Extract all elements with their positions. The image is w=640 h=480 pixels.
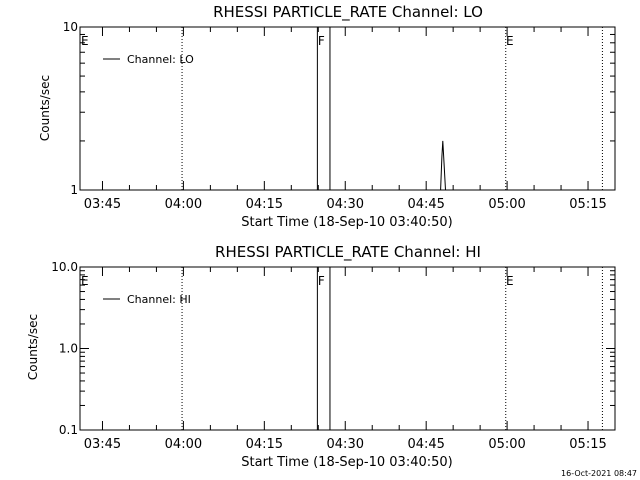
series-line	[440, 140, 446, 191]
x-tick-label: 05:15	[569, 437, 606, 452]
x-tick-label: 04:00	[165, 437, 202, 452]
y-tick-label: 0.1	[59, 423, 78, 437]
y-axis-ticks: 1 10	[63, 20, 615, 197]
y-tick-label: 10	[63, 20, 78, 34]
marker-label: E	[81, 274, 89, 288]
y-axis-label: Counts/sec	[26, 314, 40, 380]
y-tick-label: 1	[70, 183, 78, 197]
legend-entry: Channel: LO	[127, 53, 194, 66]
chart-title: RHESSI PARTICLE_RATE Channel: LO	[213, 3, 483, 22]
chart-title: RHESSI PARTICLE_RATE Channel: HI	[215, 243, 481, 262]
marker-label: E	[506, 34, 514, 48]
x-tick-label: 04:00	[165, 197, 202, 212]
marker-label: E	[506, 274, 514, 288]
x-tick-label: 03:45	[84, 437, 121, 452]
y-tick-label: 1.0	[59, 342, 78, 356]
y-axis-ticks: 0.1 1.0 10.0	[51, 260, 615, 437]
x-axis-label: Start Time (18-Sep-10 03:40:50)	[241, 455, 452, 470]
y-tick-label: 10.0	[51, 260, 78, 274]
marker-label: F	[318, 34, 325, 48]
x-tick-label: 04:15	[246, 197, 283, 212]
x-tick-label: 04:45	[407, 197, 444, 212]
x-tick-label: 05:00	[488, 197, 525, 212]
panel-hi: RHESSI PARTICLE_RATE Channel: HI Counts/…	[26, 243, 616, 470]
panel-lo: RHESSI PARTICLE_RATE Channel: LO Counts/…	[38, 3, 616, 230]
marker-label: E	[81, 34, 89, 48]
x-tick-label: 05:15	[569, 197, 606, 212]
footer-timestamp: 16-Oct-2021 08:47	[561, 469, 637, 478]
legend: Channel: LO	[103, 53, 194, 66]
x-axis-label: Start Time (18-Sep-10 03:40:50)	[241, 215, 452, 230]
y-axis-label: Counts/sec	[38, 75, 52, 141]
x-tick-label: 04:45	[407, 437, 444, 452]
x-tick-label: 04:30	[327, 197, 364, 212]
legend: Channel: HI	[103, 293, 191, 306]
x-tick-label: 04:30	[327, 437, 364, 452]
x-tick-label: 03:45	[84, 197, 121, 212]
x-tick-label: 04:15	[246, 437, 283, 452]
x-axis-ticks: 03:45 04:00 04:15 04:30 04:45 05:00 05:15	[84, 27, 616, 212]
marker-label: F	[318, 274, 325, 288]
x-tick-label: 05:00	[488, 437, 525, 452]
x-axis-ticks: 03:45 04:00 04:15 04:30 04:45 05:00 05:15	[84, 267, 616, 452]
data-series	[440, 140, 446, 191]
legend-entry: Channel: HI	[127, 293, 191, 306]
